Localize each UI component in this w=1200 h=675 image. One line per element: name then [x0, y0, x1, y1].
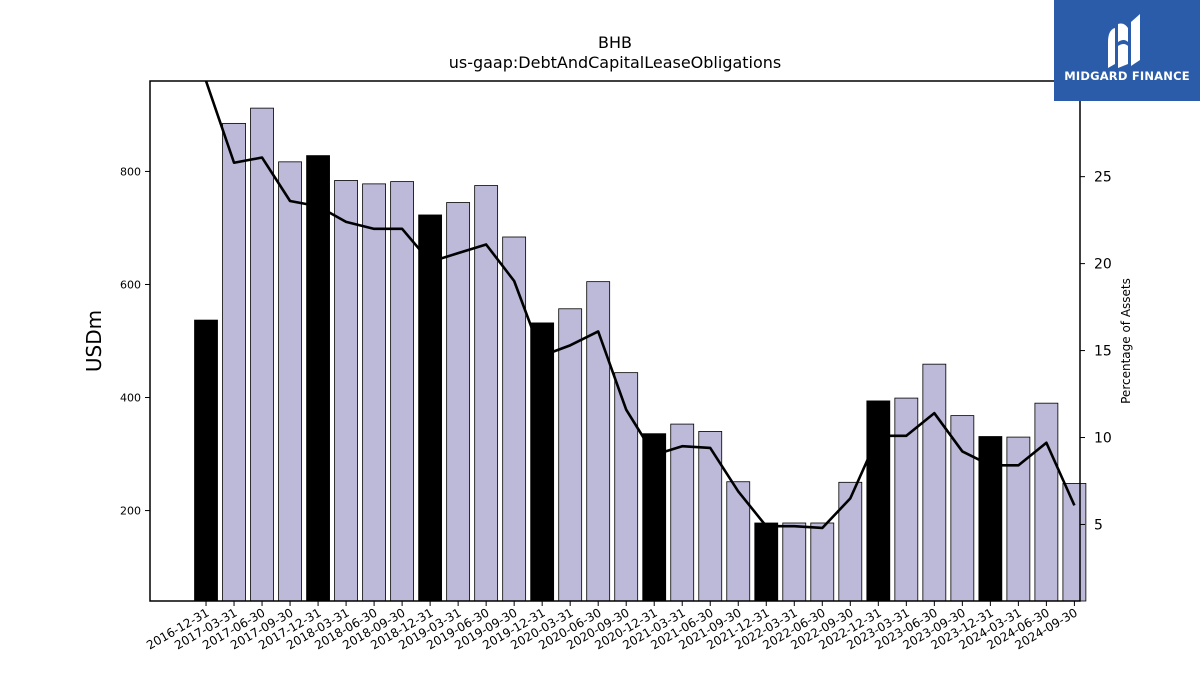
bar-2020-06-30: [586, 281, 611, 602]
bar-2018-09-30: [390, 181, 414, 602]
bar-2017-09-30: [278, 161, 302, 602]
bar-2018-03-31: [334, 180, 358, 602]
bar-2017-06-30: [250, 107, 274, 602]
percentage-line: [204, 81, 1076, 530]
bar-2019-12-31: [530, 322, 555, 602]
y2-tick-label: 25: [1094, 170, 1112, 186]
y-tick-label: 800: [120, 165, 141, 178]
logo: MIDGARD FINANCE: [1054, 0, 1200, 101]
bar-2023-09-30: [950, 415, 975, 602]
bar-2021-12-31: [754, 522, 779, 602]
bar-2019-09-30: [502, 236, 527, 602]
bar-2018-12-31: [418, 214, 443, 602]
y2-tick-label: 10: [1094, 431, 1112, 447]
bar-2022-06-30: [810, 522, 835, 602]
midgard-logo-icon: [1108, 14, 1140, 68]
bar-2022-12-31: [866, 400, 891, 602]
y2-axis-label: Percentage of Assets: [1119, 278, 1133, 404]
bar-series: [194, 107, 1087, 602]
y-axis-label: USDm: [82, 310, 106, 372]
bar-2019-03-31: [446, 202, 471, 602]
bar-2020-03-31: [558, 308, 583, 602]
bar-2024-09-30: [1062, 483, 1087, 602]
bar-2020-12-31: [642, 433, 667, 602]
chart-subtitle: us-gaap:DebtAndCapitalLeaseObligations: [449, 53, 782, 72]
bar-2017-03-31: [222, 122, 246, 602]
y-tick-label: 600: [120, 278, 141, 291]
y-tick-label: 400: [120, 392, 141, 405]
bar-2016-12-31: [194, 319, 218, 602]
bar-2024-03-31: [1006, 436, 1031, 602]
y2-tick-label: 15: [1094, 344, 1112, 360]
y2-tick-label: 20: [1094, 257, 1112, 273]
bar-2021-03-31: [670, 423, 695, 602]
line-series: [204, 81, 1076, 530]
bar-2022-03-31: [782, 522, 807, 602]
bar-2021-06-30: [698, 431, 723, 602]
logo-text: MIDGARD FINANCE: [1064, 69, 1190, 83]
bar-2023-06-30: [922, 363, 947, 602]
plot-frame: [149, 80, 1081, 602]
y2-tick-label: 5: [1094, 517, 1103, 533]
bar-2018-06-30: [362, 183, 386, 602]
bar-2017-12-31: [306, 155, 330, 602]
bar-2024-06-30: [1034, 402, 1059, 602]
y-tick-label: 200: [120, 505, 141, 518]
chart-title: BHB: [598, 33, 632, 52]
